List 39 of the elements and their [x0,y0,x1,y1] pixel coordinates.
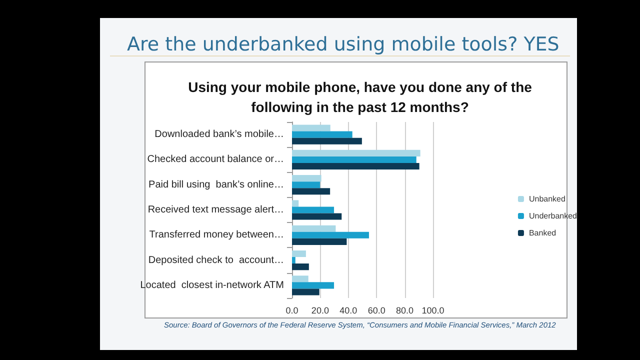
chart-subtitle: Using your mobile phone, have you done any of the following in the past 12 months? [188,79,532,115]
legend-label: Banked [528,228,556,238]
bar [292,232,369,238]
bar [292,138,362,144]
bar [292,213,342,220]
y-tick-label: Paid bill using bank’s online… [148,179,284,190]
bar [292,131,352,138]
x-tick-label: 40.0 [340,306,358,316]
legend-label: Unbanked [528,194,566,204]
y-tick-label: Checked account balance or… [147,154,284,166]
x-tick-label: 20.0 [311,306,329,316]
bar [292,257,296,264]
bar [292,282,334,289]
y-tick-label: Downloaded bank’s mobile… [154,129,284,140]
bar [292,162,420,170]
bar [292,124,330,132]
legend-label: Underbanked [528,212,578,220]
bar [292,206,334,214]
y-tick-label: Located closest in-network ATM [140,280,284,291]
bar [292,182,320,188]
x-tick-label: 60.0 [368,306,386,316]
y-tick-label: Transferred money between… [149,230,284,241]
bar [292,150,420,156]
y-tick-label: Deposited check to account… [148,254,284,266]
bar [292,175,322,182]
bar [292,156,416,163]
bar [292,225,336,232]
x-tick-label: 80.0 [396,306,414,316]
chart-title: Are the underbanked using mobile tools? YES [127,34,560,56]
bar [292,264,309,270]
y-tick-label: Received text message alert… [148,204,284,216]
bar [292,276,308,282]
bar [292,188,330,195]
bar [292,238,347,245]
bar [292,200,299,207]
bar [292,288,320,296]
x-tick-label: 100.0 [422,306,444,316]
bar [292,250,306,258]
x-tick-label: 0.0 [286,306,298,316]
